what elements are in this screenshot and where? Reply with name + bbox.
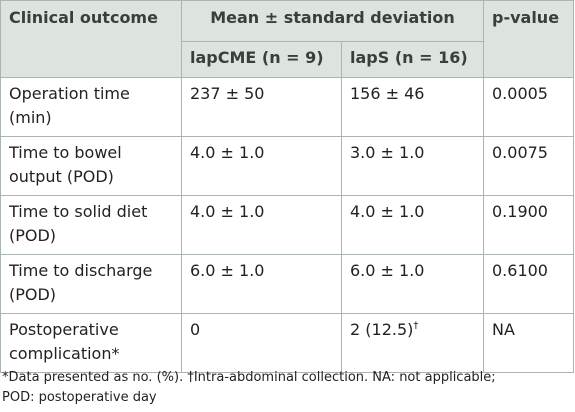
laps-footnote-mark: † <box>413 320 419 332</box>
header-pvalue: p-value <box>483 0 574 78</box>
outcome-line-2: (min) <box>9 108 52 127</box>
cell-laps: 6.0 ± 1.0 <box>341 254 484 314</box>
outcome-line-2: (POD) <box>9 285 57 304</box>
cell-laps: 4.0 ± 1.0 <box>341 195 484 255</box>
cell-pvalue: 0.6100 <box>483 254 574 314</box>
cell-laps: 156 ± 46 <box>341 77 484 137</box>
outcome-line-1: Time to solid diet <box>9 202 148 221</box>
footnote-line-1: *Data presented as no. (%). †Intra-abdom… <box>2 370 496 385</box>
header-mean-sd: Mean ± standard deviation <box>181 0 484 42</box>
table-header: Clinical outcome Mean ± standard deviati… <box>0 0 574 78</box>
table-row: Postoperative complication* 0 2 (12.5)† NA <box>0 313 574 373</box>
cell-lapcme: 4.0 ± 1.0 <box>181 195 342 255</box>
table-footnote: *Data presented as no. (%). †Intra-abdom… <box>2 368 573 408</box>
laps-value: 156 ± 46 <box>350 84 425 103</box>
cell-lapcme: 0 <box>181 313 342 373</box>
outcome-line-2: (POD) <box>9 226 57 245</box>
table-body: Operation time (min) 237 ± 50 156 ± 46 0.000… <box>0 77 574 373</box>
cell-lapcme: 237 ± 50 <box>181 77 342 137</box>
cell-lapcme: 4.0 ± 1.0 <box>181 136 342 196</box>
cell-pvalue: NA <box>483 313 574 373</box>
cell-laps: 2 (12.5)† <box>341 313 484 373</box>
laps-value: 2 (12.5) <box>350 320 414 339</box>
outcome-line-1: Time to discharge <box>9 261 153 280</box>
cell-outcome: Operation time (min) <box>0 77 182 137</box>
header-group-lapcme: lapCME (n = 9) <box>181 41 342 78</box>
laps-value: 4.0 ± 1.0 <box>350 202 425 221</box>
outcome-line-2: complication* <box>9 344 120 363</box>
cell-outcome: Time to solid diet (POD) <box>0 195 182 255</box>
table-row: Operation time (min) 237 ± 50 156 ± 46 0.000… <box>0 77 574 137</box>
cell-pvalue: 0.0005 <box>483 77 574 137</box>
clinical-outcome-table: Clinical outcome Mean ± standard deviati… <box>0 0 574 373</box>
header-clinical-outcome: Clinical outcome <box>0 0 182 78</box>
outcome-line-1: Time to bowel <box>9 143 122 162</box>
cell-lapcme: 6.0 ± 1.0 <box>181 254 342 314</box>
cell-pvalue: 0.1900 <box>483 195 574 255</box>
header-group-laps: lapS (n = 16) <box>341 41 484 78</box>
cell-outcome: Postoperative complication* <box>0 313 182 373</box>
cell-laps: 3.0 ± 1.0 <box>341 136 484 196</box>
cell-outcome: Time to discharge (POD) <box>0 254 182 314</box>
laps-value: 3.0 ± 1.0 <box>350 143 425 162</box>
cell-outcome: Time to bowel output (POD) <box>0 136 182 196</box>
cell-pvalue: 0.0075 <box>483 136 574 196</box>
table-row: Time to discharge (POD) 6.0 ± 1.0 6.0 ± 1.0… <box>0 254 574 314</box>
table-row: Time to bowel output (POD) 4.0 ± 1.0 3.0 ± … <box>0 136 574 196</box>
laps-value: 6.0 ± 1.0 <box>350 261 425 280</box>
table-row: Time to solid diet (POD) 4.0 ± 1.0 4.0 ± 1.… <box>0 195 574 255</box>
outcome-line-1: Postoperative <box>9 320 119 339</box>
outcome-line-2: output (POD) <box>9 167 114 186</box>
footnote-line-2: POD: postoperative day <box>2 390 157 405</box>
outcome-line-1: Operation time <box>9 84 130 103</box>
